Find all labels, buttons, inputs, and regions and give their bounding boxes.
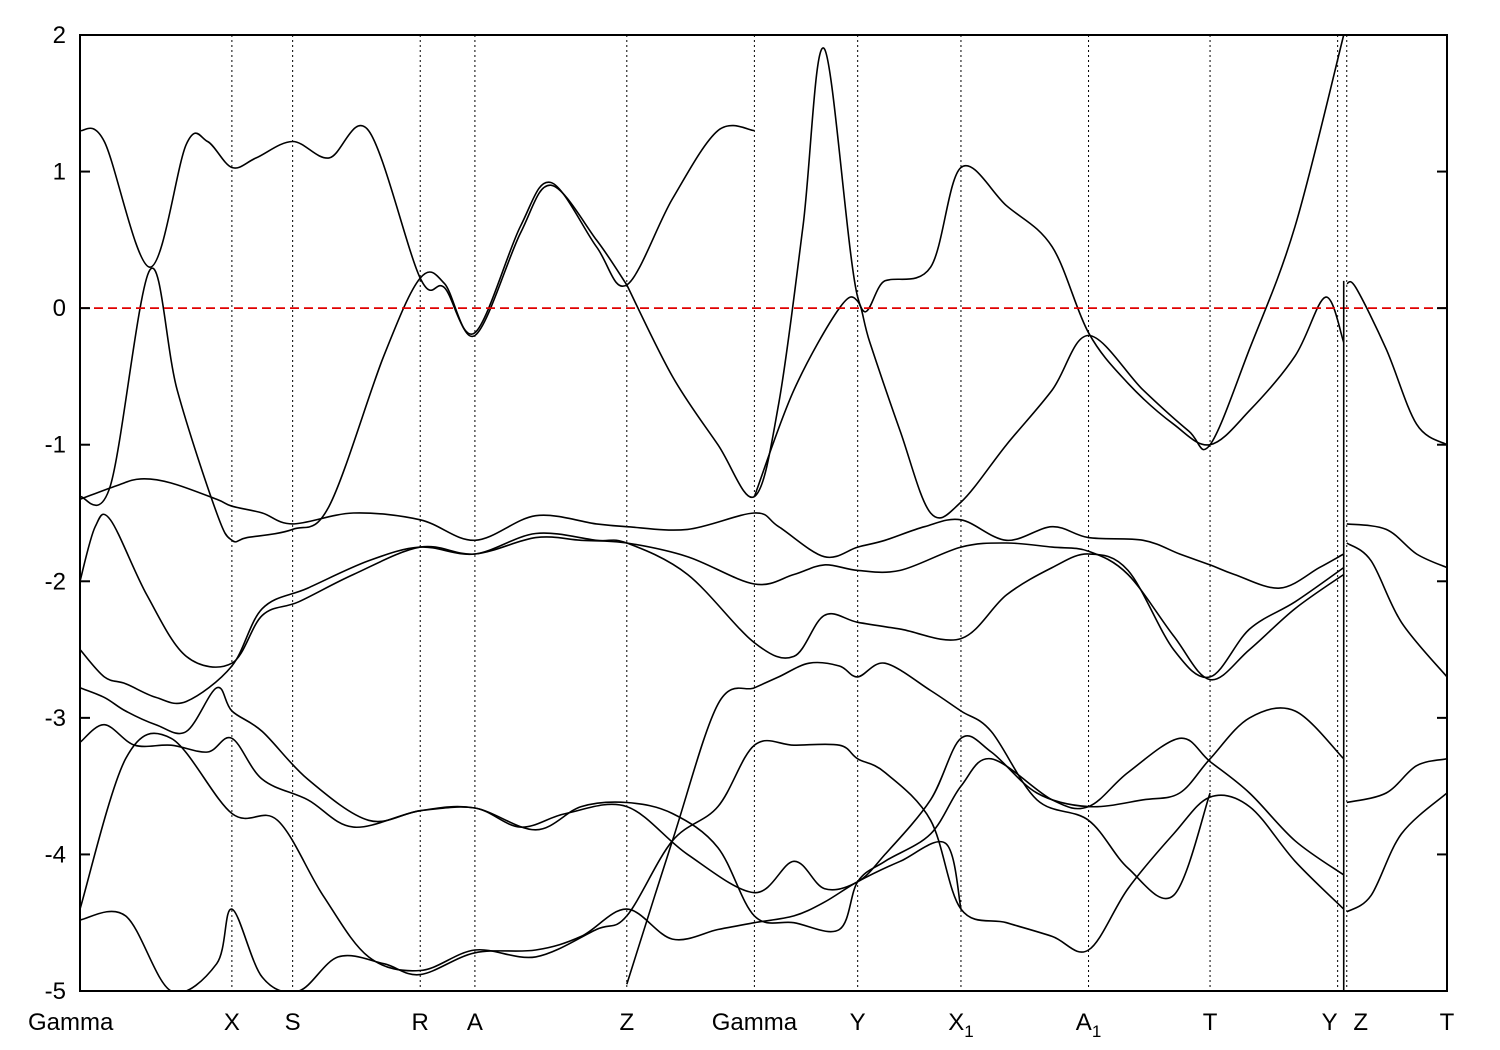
kpoint-label: Z <box>1353 1009 1368 1036</box>
band-line-13 <box>80 686 1345 894</box>
band-line-4 <box>626 47 1345 499</box>
y-tick-label: -3 <box>45 705 66 732</box>
band-line-8 <box>1346 542 1447 678</box>
kpoint-label-subscript: 1 <box>1092 1022 1101 1041</box>
band-line-15 <box>80 732 1345 972</box>
kpoint-label-subscript: 1 <box>964 1022 973 1041</box>
band-line-12 <box>80 532 1345 705</box>
kpoint-label: X1 <box>948 1009 973 1041</box>
kpoint-label: T <box>1203 1009 1218 1036</box>
kpoint-label: A <box>467 1009 483 1036</box>
band-line-6 <box>1346 280 1447 446</box>
band-line-14 <box>80 723 1345 933</box>
kpoint-label: X <box>224 1009 240 1036</box>
kpoint-label: R <box>412 1009 429 1036</box>
kpoint-label: A1 <box>1076 1009 1101 1041</box>
kpoint-label: T <box>1440 1009 1455 1036</box>
y-axis: -5 -4 -3 -2 -1 0 1 2 <box>45 22 1447 1005</box>
y-tick-label: -1 <box>45 432 66 459</box>
y-tick-label: 2 <box>53 22 66 49</box>
band-line-2 <box>80 184 628 543</box>
band-line-16 <box>80 840 962 991</box>
y-tick-label: -5 <box>45 978 66 1005</box>
y-tick-label: -4 <box>45 841 66 868</box>
kpoint-gridlines <box>231 35 1348 991</box>
plot-frame <box>79 34 1448 992</box>
y-tick-label: 1 <box>53 159 66 186</box>
band-line-5 <box>753 35 1345 519</box>
y-tick-label: 0 <box>53 295 66 322</box>
kpoint-label: Z <box>619 1009 634 1036</box>
band-line-1 <box>80 124 755 335</box>
x-axis: Gamma X S R A Z Gamma Y X1 A1 T Y Z T <box>28 1009 1455 1041</box>
band-line-3 <box>80 477 1345 589</box>
kpoint-label: S <box>285 1009 301 1036</box>
kpoint-label: Y <box>850 1009 866 1036</box>
band-line-10 <box>1346 792 1447 913</box>
y-tick-label: -2 <box>45 568 66 595</box>
band-lines <box>80 35 1447 991</box>
kpoint-label: Gamma <box>712 1009 798 1036</box>
kpoint-label: Gamma <box>28 1009 114 1036</box>
band-line-7 <box>1346 523 1447 569</box>
band-line-9 <box>1346 758 1447 804</box>
kpoint-label: Y <box>1322 1009 1338 1036</box>
band-line-17 <box>626 661 1211 985</box>
band-line-11 <box>80 513 1345 681</box>
